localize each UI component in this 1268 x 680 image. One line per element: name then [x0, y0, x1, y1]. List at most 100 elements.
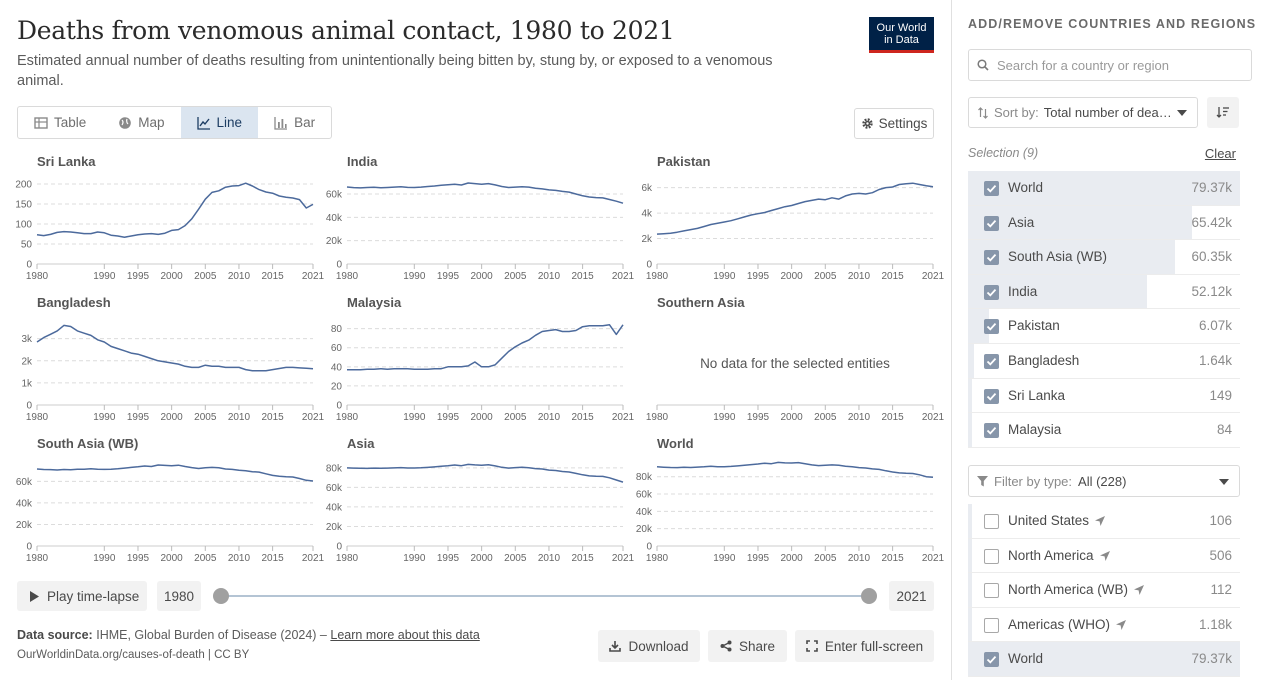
checkmark-icon [986, 427, 997, 435]
checkbox-checked[interactable] [984, 319, 999, 335]
entity-value: 1.18k [1198, 616, 1232, 632]
learn-more-link[interactable]: Learn more about this data [330, 628, 480, 642]
value-bar [968, 504, 972, 538]
timeline-track[interactable] [221, 595, 869, 597]
checkbox-checked[interactable] [984, 423, 999, 439]
download-label: Download [628, 638, 689, 654]
location-arrow-icon [1116, 618, 1126, 633]
x-tick-label: 2010 [848, 553, 871, 564]
checkbox-checked[interactable] [984, 652, 999, 668]
sort-dropdown[interactable]: Sort by: Total number of deaths from ven… [968, 97, 1198, 128]
y-tick-label: 20k [16, 520, 33, 531]
tab-bar[interactable]: Bar [258, 107, 331, 138]
checkbox-checked[interactable] [984, 388, 999, 404]
search-box[interactable] [968, 49, 1252, 81]
entity-row-north-america-wb[interactable]: North America (WB) 112 [968, 573, 1240, 608]
filter-label: Filter by type: [994, 473, 1073, 489]
entity-row-india[interactable]: India 52.12k [968, 274, 1240, 310]
checkmark-icon [986, 656, 997, 664]
checkbox-unchecked[interactable] [984, 548, 999, 564]
entity-row-malaysia[interactable]: Malaysia 84 [968, 413, 1240, 448]
entity-row-americas-who[interactable]: Americas (WHO) 1.18k [968, 607, 1240, 643]
selection-header: Selection (9) Clear [968, 146, 1236, 161]
entity-value: 65.42k [1191, 214, 1232, 230]
x-tick-label: 2010 [538, 271, 561, 282]
entity-name: North America (WB) [1008, 582, 1145, 598]
sort-order-button[interactable] [1207, 97, 1239, 128]
owid-logo[interactable]: Our World in Data [869, 17, 934, 53]
x-tick-label: 1995 [127, 271, 150, 282]
play-timelapse-button[interactable]: Play time-lapse [17, 581, 147, 611]
checkbox-unchecked[interactable] [984, 617, 999, 633]
gear-icon [861, 118, 873, 129]
sort-value: Total number of deaths from venomous ani… [1043, 105, 1174, 120]
filter-by-type-dropdown[interactable]: Filter by type: All (228) [968, 465, 1240, 497]
location-arrow-icon [1099, 549, 1110, 564]
entity-row-south-asia-wb[interactable]: South Asia (WB) 60.35k [968, 240, 1240, 275]
x-tick-label: 1995 [437, 553, 460, 564]
entity-row-asia[interactable]: Asia 65.42k [968, 205, 1240, 241]
play-icon [30, 590, 39, 602]
value-bar [968, 607, 972, 642]
play-label: Play time-lapse [47, 588, 140, 604]
x-tick-label: 2005 [814, 271, 837, 282]
entity-row-world[interactable]: World 79.37k [968, 171, 1240, 206]
checkbox-checked[interactable] [984, 181, 999, 196]
x-tick-label: 2005 [504, 271, 527, 282]
y-tick-label: 1k [21, 378, 33, 389]
checkbox-checked[interactable] [984, 215, 999, 231]
settings-button[interactable]: Settings [854, 108, 934, 139]
entity-row-world[interactable]: World 79.37k [968, 642, 1240, 677]
x-tick-label: 2021 [612, 553, 635, 564]
y-tick-label: 60k [16, 477, 33, 488]
x-tick-label: 2005 [504, 553, 527, 564]
tab-map[interactable]: Map [102, 107, 180, 138]
x-tick-label: 2005 [504, 412, 527, 423]
x-tick-label: 1980 [646, 271, 669, 282]
timeline-start-handle[interactable] [213, 588, 229, 604]
timeline-end-handle[interactable] [861, 588, 877, 604]
checkbox-checked[interactable] [984, 284, 999, 300]
checkbox-unchecked[interactable] [984, 514, 999, 529]
series-line-world [656, 461, 934, 479]
x-tick-label: 1990 [93, 271, 116, 282]
entity-row-sri-lanka[interactable]: Sri Lanka 149 [968, 378, 1240, 414]
tab-line[interactable]: Line [180, 107, 259, 138]
checkbox-unchecked[interactable] [984, 583, 999, 599]
x-tick-label: 2010 [228, 271, 251, 282]
entity-name: Bangladesh [1008, 353, 1079, 368]
source-url[interactable]: OurWorldinData.org/causes-of-death | CC … [17, 649, 250, 661]
share-button[interactable]: Share [708, 630, 787, 662]
x-tick-label: 2010 [538, 412, 561, 423]
entity-row-pakistan[interactable]: Pakistan 6.07k [968, 309, 1240, 344]
entity-name: South Asia (WB) [1008, 249, 1107, 264]
clear-selection-link[interactable]: Clear [1204, 146, 1236, 161]
x-tick-label: 2000 [781, 553, 804, 564]
entity-name: Pakistan [1008, 318, 1060, 333]
y-tick-label: 0 [26, 260, 32, 271]
y-tick-label: 20k [326, 522, 343, 533]
chevron-down-icon [1177, 110, 1187, 116]
timeline-end-year[interactable]: 2021 [889, 581, 934, 611]
chevron-down-icon [1219, 479, 1229, 485]
download-icon [609, 641, 622, 652]
checkmark-icon [986, 184, 997, 193]
tab-table[interactable]: Table [18, 107, 102, 138]
download-button[interactable]: Download [598, 630, 700, 662]
checkbox-checked[interactable] [984, 354, 999, 369]
entity-row-north-america[interactable]: North America 506 [968, 538, 1240, 574]
timeline-start-year[interactable]: 1980 [157, 581, 201, 611]
y-tick-label: 40k [326, 502, 343, 513]
search-input[interactable] [997, 57, 1237, 73]
y-tick-label: 80k [636, 472, 653, 483]
tab-line-label: Line [216, 115, 243, 130]
fullscreen-button[interactable]: Enter full-screen [795, 630, 934, 662]
x-tick-label: 2010 [228, 553, 251, 564]
entity-row-united-states[interactable]: United States 106 [968, 504, 1240, 539]
x-tick-label: 1995 [437, 412, 460, 423]
checkbox-checked[interactable] [984, 250, 999, 266]
x-tick-label: 1990 [93, 412, 116, 423]
entity-row-bangladesh[interactable]: Bangladesh 1.64k [968, 344, 1240, 379]
y-tick-label: 0 [336, 542, 342, 553]
timeline: Play time-lapse 1980 2021 [17, 581, 934, 611]
